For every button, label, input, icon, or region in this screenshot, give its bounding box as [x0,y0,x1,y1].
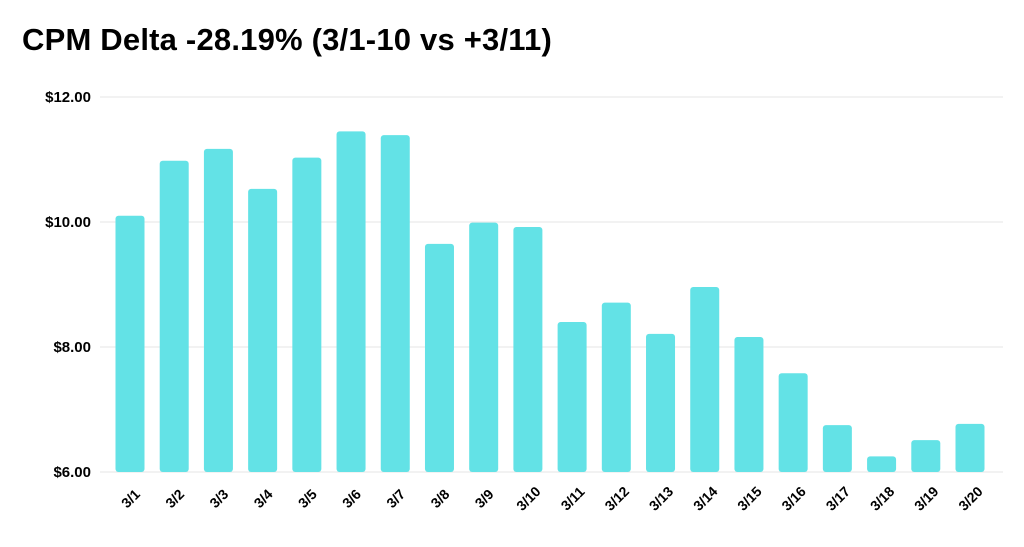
x-tick-label: 3/18 [867,483,898,514]
bar [203,148,233,472]
x-tick-label: 3/19 [911,483,942,514]
x-tick-label: 3/10 [513,483,544,514]
y-tick-label: $10.00 [45,214,91,231]
x-tick-label: 3/15 [734,483,765,514]
bar [690,287,720,472]
x-tick-label: 3/14 [690,483,721,514]
bar [911,440,941,472]
bar [557,322,587,472]
bar [292,157,322,472]
x-tick-label: 3/7 [383,486,408,511]
bar [469,222,499,472]
bar [734,337,764,472]
bar [513,227,543,472]
bar [601,302,631,472]
x-tick-label: 3/20 [955,483,986,514]
x-tick-label: 3/1 [118,486,143,511]
bar [822,425,852,472]
x-tick-label: 3/13 [646,483,677,514]
chart-title: CPM Delta -28.19% (3/1-10 vs +3/11) [22,22,552,57]
bar [380,135,410,472]
bar [867,456,897,472]
bar [424,243,454,472]
bar [248,188,278,472]
bar [646,333,676,472]
x-tick-label: 3/16 [778,483,809,514]
y-tick-label: $8.00 [53,339,91,356]
bar [336,131,366,472]
x-tick-label: 3/4 [251,486,276,511]
bar [115,215,145,472]
x-tick-label: 3/17 [823,483,854,514]
x-tick-label: 3/2 [162,486,187,511]
bar [955,423,985,472]
x-tick-label: 3/11 [558,483,588,513]
y-tick-label: $6.00 [53,464,91,481]
bar [159,160,189,472]
x-tick-label: 3/3 [206,486,231,511]
bar [778,373,808,472]
x-tick-label: 3/6 [339,486,364,511]
x-tick-label: 3/5 [295,486,320,511]
x-tick-label: 3/12 [601,483,632,514]
x-tick-label: 3/9 [472,486,497,511]
x-tick-label: 3/8 [427,486,452,511]
y-tick-label: $12.00 [45,89,91,106]
